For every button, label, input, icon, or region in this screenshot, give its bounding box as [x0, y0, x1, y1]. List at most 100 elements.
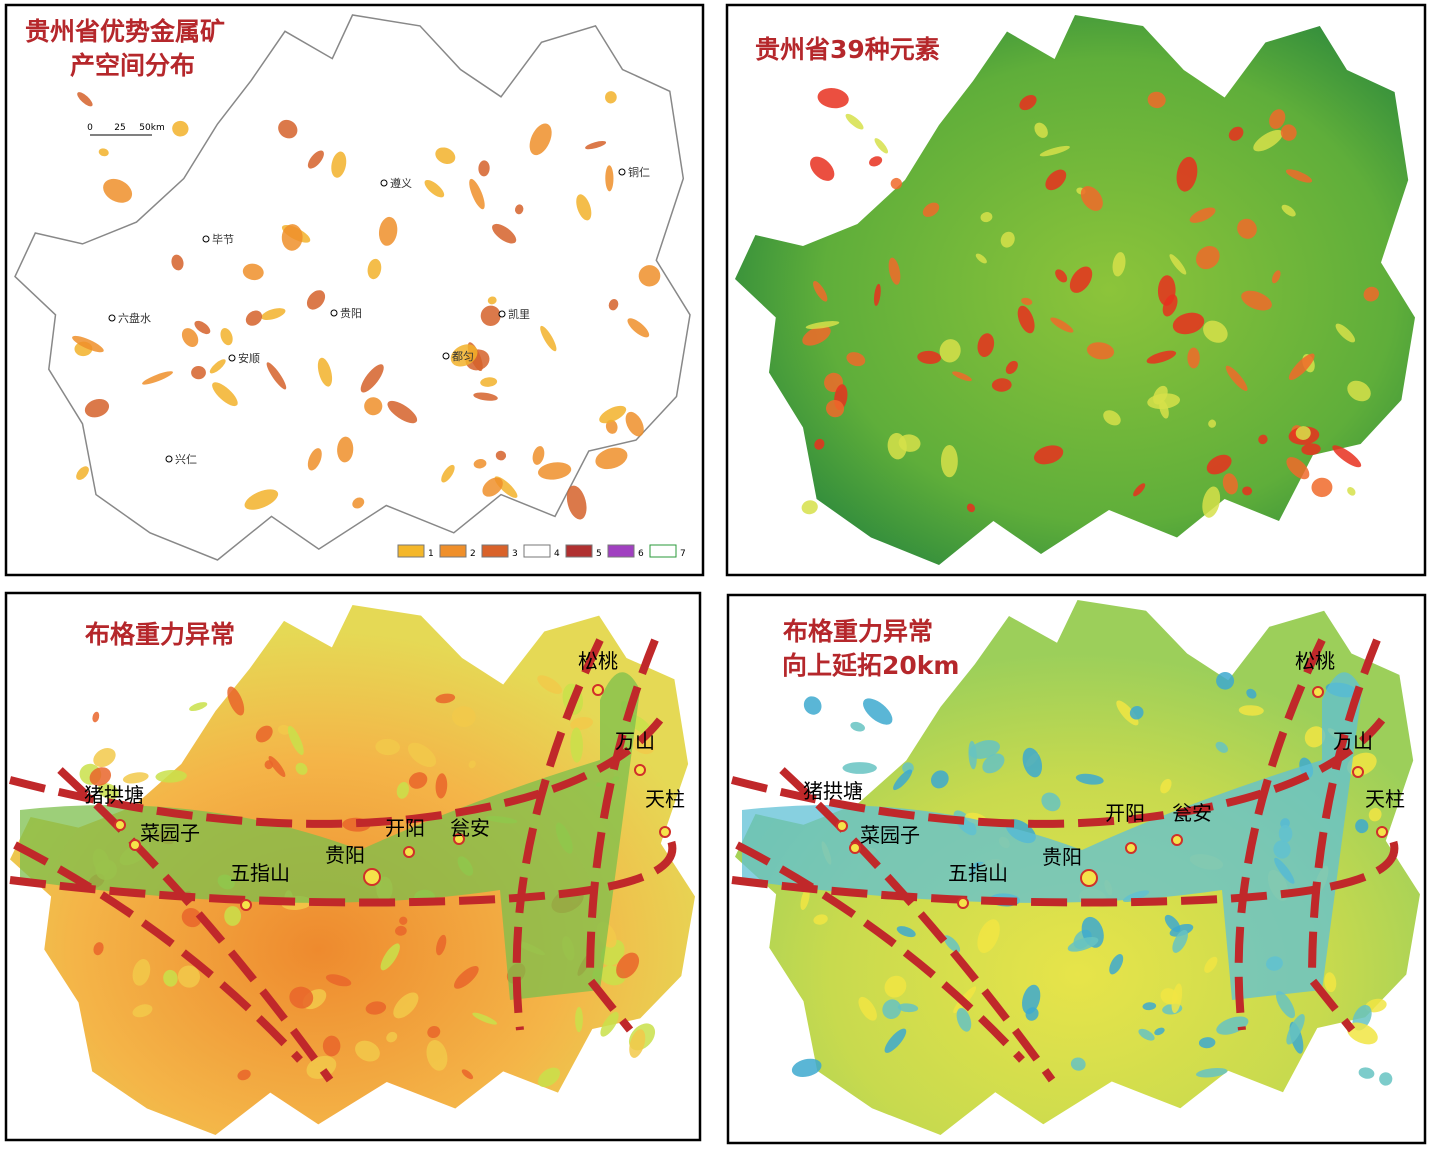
- anomaly-blob: [277, 724, 291, 735]
- anomaly-blob: [380, 943, 400, 971]
- anomaly-blob: [862, 698, 893, 725]
- anomaly-blob: [245, 310, 263, 326]
- anomaly-blob: [1202, 486, 1221, 518]
- anomaly-blob: [478, 160, 490, 177]
- anomaly-blob: [1237, 218, 1257, 239]
- anomaly-blob: [514, 204, 524, 215]
- anomaly-blob: [1269, 109, 1286, 129]
- anomaly-blob: [1271, 270, 1281, 284]
- anomaly-blob: [600, 1011, 619, 1037]
- anomaly-blob: [813, 914, 828, 925]
- anomaly-blob: [625, 411, 644, 437]
- anomaly-blob: [969, 740, 1000, 759]
- anomaly-blob: [492, 223, 517, 244]
- city-label: 五指山: [948, 861, 1008, 885]
- panel-title: 向上延拓20km: [782, 651, 959, 680]
- anomaly-blob: [1347, 487, 1356, 496]
- anomaly-blob: [1187, 347, 1200, 369]
- anomaly-blob: [1355, 819, 1369, 834]
- scale-label: 0: [87, 123, 93, 133]
- anomaly-blob: [956, 1007, 972, 1032]
- city-marker: [453, 833, 465, 845]
- anomaly-blob: [1086, 342, 1115, 360]
- gravity-zone: [742, 672, 1362, 1000]
- anomaly-blob: [473, 392, 498, 401]
- anomaly-blob: [1228, 126, 1244, 141]
- anomaly-blob: [1160, 778, 1172, 794]
- anomaly-blob: [1169, 254, 1187, 275]
- anomaly-blob: [194, 320, 211, 335]
- anomaly-blob: [322, 1035, 341, 1057]
- city-marker: [202, 235, 210, 243]
- anomaly-blob: [1171, 983, 1183, 1014]
- anomaly-blob: [898, 434, 921, 452]
- anomaly-blob: [367, 258, 382, 280]
- anomaly-blob: [1379, 1072, 1393, 1086]
- anomaly-blob: [1070, 1057, 1086, 1071]
- anomaly-blob: [803, 696, 822, 715]
- anomaly-blob: [1041, 792, 1061, 812]
- anomaly-blob: [278, 119, 298, 139]
- anomaly-blob: [1147, 91, 1166, 109]
- anomaly-blob: [537, 462, 572, 480]
- anomaly-blob: [163, 969, 178, 987]
- anomaly-blob: [122, 772, 149, 784]
- anomaly-blob: [846, 352, 866, 367]
- anomaly-blob: [1206, 454, 1232, 475]
- anomaly-blob: [295, 762, 308, 775]
- anomaly-blob: [355, 1040, 380, 1062]
- anomaly-blob: [1225, 365, 1248, 391]
- anomaly-blob: [1022, 984, 1041, 1015]
- city-label: 瓮安: [1172, 801, 1212, 825]
- anomaly-blob: [991, 378, 1012, 392]
- anomaly-blob: [1138, 1028, 1155, 1041]
- anomaly-blob: [461, 1069, 474, 1080]
- city-label: 瓮安: [450, 816, 490, 840]
- fault-line: [731, 827, 1399, 907]
- anomaly-blob: [1208, 419, 1217, 428]
- anomaly-blob: [287, 725, 304, 756]
- anomaly-blob: [897, 1003, 919, 1013]
- anomaly-blob: [1172, 312, 1205, 335]
- city-label: 万山: [1333, 729, 1373, 753]
- anomaly-blob: [1005, 360, 1018, 375]
- anomaly-blob: [1189, 207, 1216, 223]
- anomaly-blob: [337, 436, 354, 463]
- anomaly-blob: [599, 405, 627, 424]
- city-label: 铜仁: [628, 165, 650, 179]
- anomaly-blob: [97, 783, 119, 800]
- anomaly-blob: [76, 466, 89, 480]
- anomaly-blob: [306, 290, 326, 310]
- city-label: 松桃: [1295, 649, 1335, 673]
- anomaly-blob: [1103, 410, 1121, 426]
- anomaly-blob: [1347, 380, 1371, 402]
- city-label: 都匀: [452, 350, 474, 363]
- city-label: 天柱: [1365, 787, 1405, 811]
- city-marker: [403, 846, 415, 858]
- city-marker: [442, 352, 450, 360]
- anomaly-blob: [1286, 1014, 1305, 1045]
- anomaly-blob: [1246, 688, 1257, 699]
- anomaly-blob: [813, 281, 828, 302]
- panel-frame: [4, 3, 705, 577]
- anomaly-blob: [171, 254, 184, 271]
- anomaly-blob: [1172, 929, 1188, 953]
- anomaly-blob: [608, 299, 619, 311]
- anomaly-blob: [858, 996, 877, 1021]
- city-marker: [380, 179, 388, 187]
- anomaly-blob: [1275, 991, 1295, 1019]
- anomaly-blob: [1080, 186, 1103, 211]
- anomaly-blob: [441, 464, 455, 483]
- anomaly-blob: [1129, 705, 1144, 720]
- anomaly-blob: [77, 92, 93, 107]
- anomaly-blob: [93, 748, 116, 768]
- fault-line: [585, 638, 659, 1033]
- anomaly-blob: [1358, 1067, 1375, 1079]
- city-label: 安顺: [238, 351, 260, 365]
- anomaly-blob: [142, 371, 173, 385]
- anomaly-blob: [802, 325, 831, 346]
- panel-frame: [726, 593, 1427, 1145]
- legend-swatch: [397, 544, 425, 558]
- anomaly-blob: [1034, 122, 1048, 138]
- legend-label: 6: [638, 549, 644, 559]
